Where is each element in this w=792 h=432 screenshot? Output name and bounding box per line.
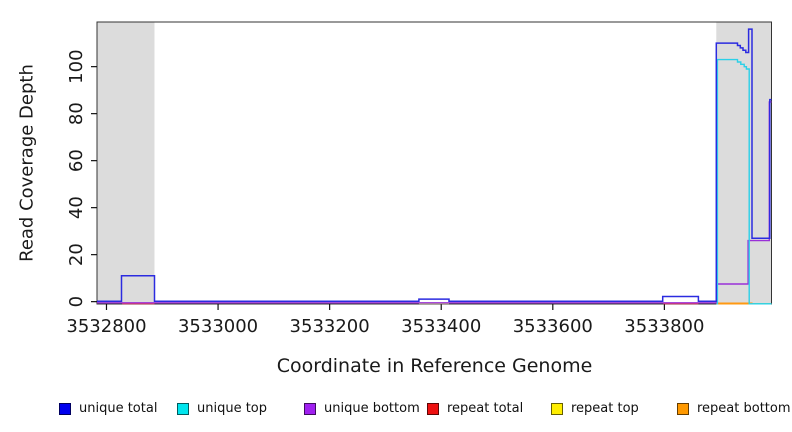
plot-border [96,21,772,305]
y-tick-label: 60 [66,149,87,172]
legend-label: unique top [197,401,268,416]
y-tick-label: 100 [66,49,87,83]
unique-bottom-swatch-icon [304,402,316,415]
series-unique-bottom [97,101,772,304]
series-unique-total [97,28,772,302]
y-axis-label: Read Coverage Depth [16,64,38,262]
repeat-bottom-swatch-icon [677,402,689,415]
x-tick-label: 3533200 [290,316,370,337]
series-unique-top [716,58,772,305]
x-axis-label: Coordinate in Reference Genome [276,355,593,377]
legend-label: repeat top [571,401,639,416]
y-tick-label: 40 [66,196,87,219]
y-tick-label: 20 [66,243,87,266]
left-gray-band [97,22,155,304]
legend-label: repeat bottom [697,401,791,416]
legend-item-unique-top: unique top [177,401,267,416]
right-gray-band [716,22,772,304]
legend-label: unique bottom [324,401,420,416]
y-tick-label: 0 [66,296,87,307]
repeat-top-swatch-icon [551,402,563,415]
y-tick-label: 80 [66,102,87,125]
legend-item-repeat-bottom: repeat bottom [677,401,791,416]
x-tick-label: 3533600 [513,316,593,337]
legend-item-repeat-total: repeat total [427,401,523,416]
x-tick-label: 3533400 [401,316,481,337]
legend-item-unique-bottom: unique bottom [304,401,420,416]
legend-item-unique-total: unique total [59,401,157,416]
legend-label: unique total [79,401,158,416]
repeat-total-swatch-icon [427,402,439,415]
unique-total-swatch-icon [59,402,71,415]
x-tick-label: 3533000 [178,316,258,337]
x-tick-label: 3533800 [624,316,704,337]
unique-top-swatch-icon [177,402,189,415]
x-tick-label: 3532800 [66,316,146,337]
legend-label: repeat total [447,401,524,416]
legend-item-repeat-top: repeat top [551,401,639,416]
